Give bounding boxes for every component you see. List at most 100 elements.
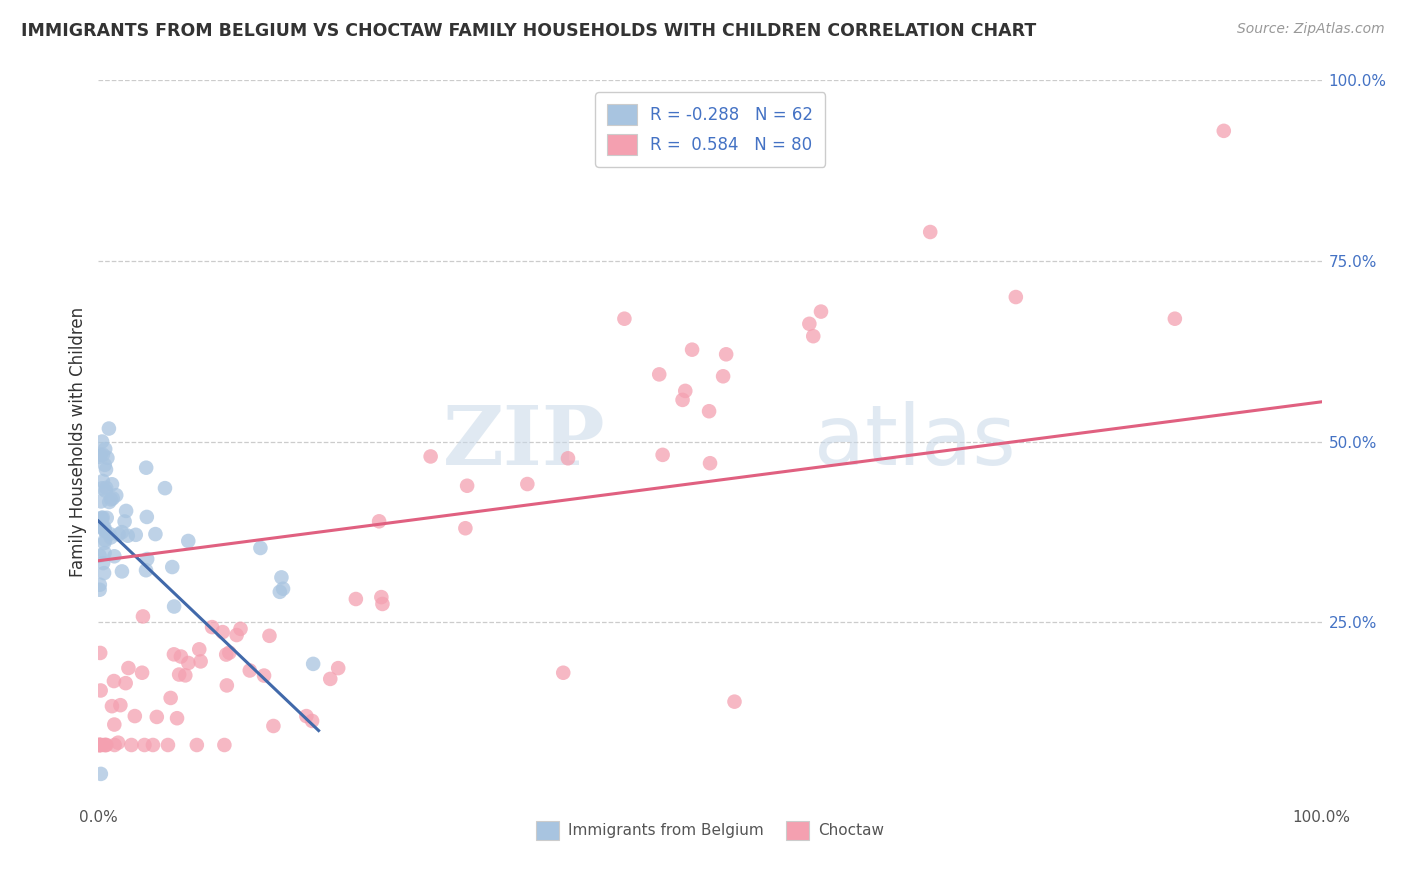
Point: [96, 450, 118, 465]
Point: [89, 738, 111, 752]
Point: [91, 474, 114, 488]
Point: [89, 582, 111, 597]
Point: [295, 709, 318, 723]
Point: [225, 628, 247, 642]
Point: [456, 479, 478, 493]
Point: [93, 566, 115, 580]
Point: [89, 646, 111, 660]
Point: [93, 520, 115, 534]
Point: [177, 533, 200, 548]
Point: [301, 714, 323, 728]
Point: [91, 520, 114, 534]
Point: [115, 504, 138, 518]
Point: [714, 347, 737, 361]
Point: [114, 676, 136, 690]
Text: IMMIGRANTS FROM BELGIUM VS CHOCTAW FAMILY HOUSEHOLDS WITH CHILDREN CORRELATION C: IMMIGRANTS FROM BELGIUM VS CHOCTAW FAMIL…: [21, 22, 1036, 40]
Point: [135, 460, 157, 475]
Point: [454, 521, 477, 535]
Point: [117, 529, 139, 543]
Point: [93, 536, 115, 550]
Point: [174, 668, 197, 682]
Point: [96, 738, 118, 752]
Point: [271, 582, 294, 596]
Point: [89, 738, 111, 752]
Point: [262, 719, 284, 733]
Point: [190, 654, 212, 668]
Point: [120, 738, 142, 752]
Point: [671, 392, 693, 407]
Point: [201, 620, 224, 634]
Point: [215, 648, 238, 662]
Point: [94, 738, 117, 752]
Point: [96, 511, 118, 525]
Point: [117, 661, 139, 675]
Point: [253, 668, 276, 682]
Point: [90, 683, 112, 698]
Point: [89, 450, 111, 464]
Point: [111, 525, 134, 540]
Point: [215, 678, 238, 692]
Point: [107, 527, 129, 541]
Point: [697, 404, 720, 418]
Point: [98, 527, 121, 541]
Point: [89, 738, 111, 752]
Point: [96, 481, 118, 495]
Point: [90, 494, 112, 508]
Point: [131, 665, 153, 680]
Point: [93, 738, 115, 752]
Point: [799, 317, 821, 331]
Point: [229, 622, 252, 636]
Point: [103, 674, 125, 689]
Point: [681, 343, 703, 357]
Point: [90, 767, 112, 781]
Point: [132, 609, 155, 624]
Point: [89, 578, 111, 592]
Point: [135, 510, 157, 524]
Point: [146, 710, 169, 724]
Point: [699, 456, 721, 470]
Text: Source: ZipAtlas.com: Source: ZipAtlas.com: [1237, 22, 1385, 37]
Point: [177, 656, 200, 670]
Point: [162, 560, 184, 574]
Point: [145, 527, 167, 541]
Point: [167, 667, 190, 681]
Point: [94, 458, 117, 472]
Point: [94, 442, 117, 456]
Point: [553, 665, 575, 680]
Point: [105, 488, 128, 502]
Point: [90, 448, 112, 462]
Point: [125, 528, 148, 542]
Point: [110, 698, 132, 713]
Y-axis label: Family Households with Children: Family Households with Children: [69, 307, 87, 576]
Point: [156, 738, 179, 752]
Point: [188, 642, 211, 657]
Point: [920, 225, 942, 239]
Point: [218, 646, 240, 660]
Point: [89, 738, 111, 752]
Point: [142, 738, 165, 752]
Point: [270, 570, 292, 584]
Point: [1164, 311, 1187, 326]
Point: [103, 549, 125, 564]
Point: [211, 625, 233, 640]
Point: [1004, 290, 1026, 304]
Point: [94, 483, 117, 498]
Point: [90, 512, 112, 526]
Point: [163, 648, 186, 662]
Point: [711, 369, 734, 384]
Point: [259, 629, 281, 643]
Point: [186, 738, 208, 752]
Point: [302, 657, 325, 671]
Point: [801, 329, 824, 343]
Point: [90, 738, 112, 752]
Point: [516, 477, 538, 491]
Point: [651, 448, 673, 462]
Point: [648, 368, 671, 382]
Point: [153, 481, 176, 495]
Point: [89, 549, 111, 563]
Point: [673, 384, 696, 398]
Point: [371, 597, 394, 611]
Point: [101, 699, 124, 714]
Point: [159, 690, 181, 705]
Point: [90, 515, 112, 529]
